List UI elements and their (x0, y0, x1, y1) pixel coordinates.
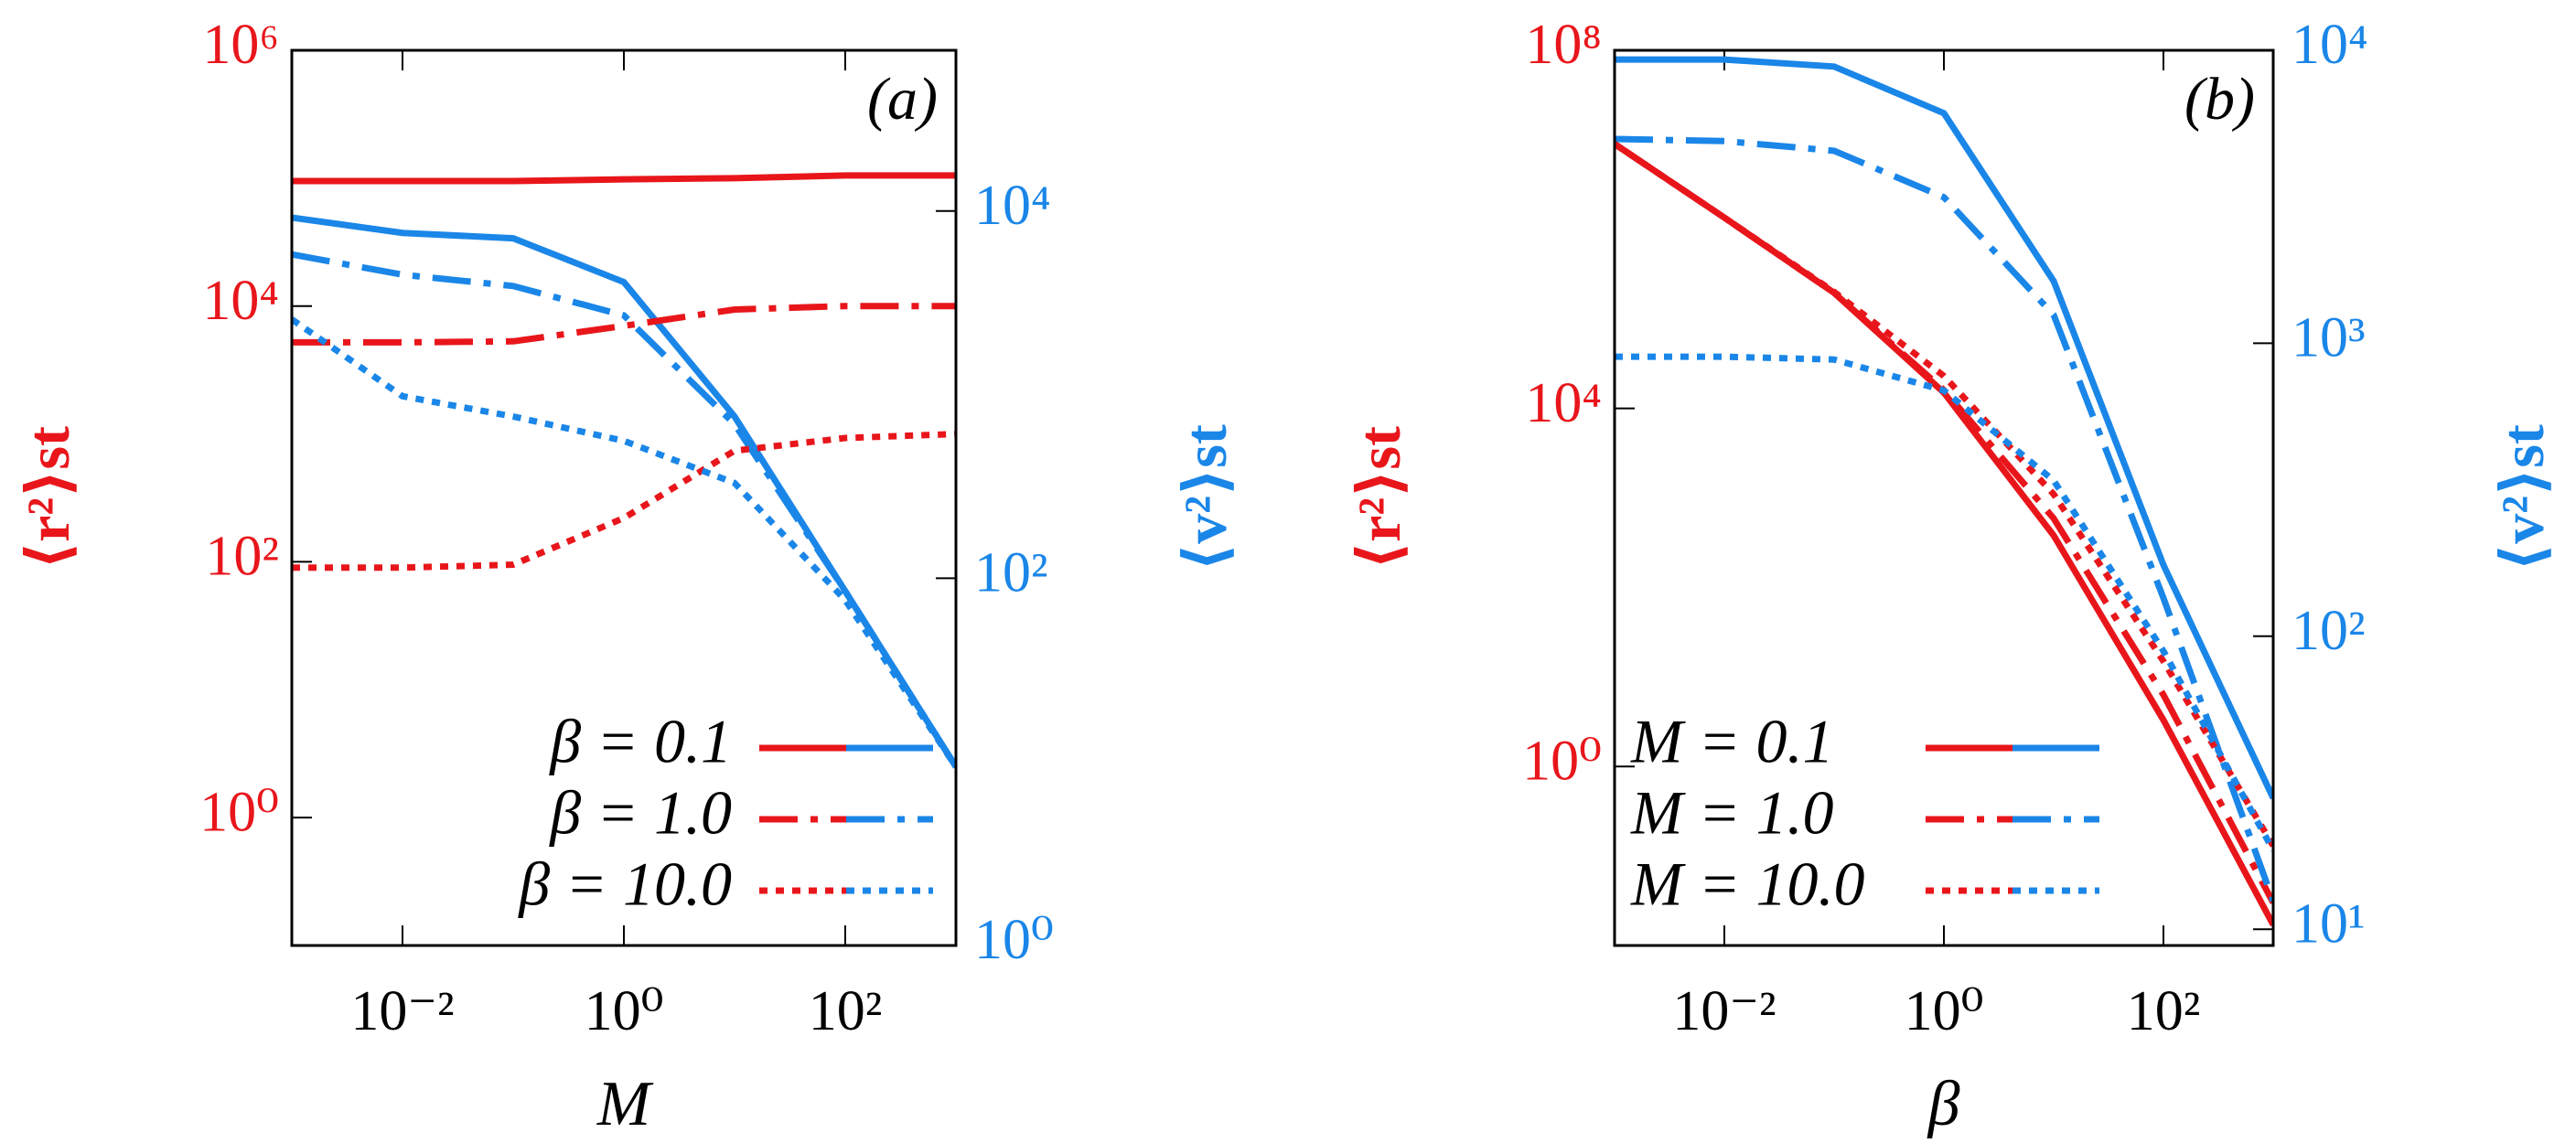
legend-label: M = 1.0 (1630, 778, 1834, 848)
y2-tick-label: 10⁰ (974, 909, 1054, 971)
y2-tick-label: 10⁴ (2292, 14, 2368, 76)
data-line (1615, 135, 2273, 903)
lines (292, 172, 956, 769)
y-axis-label: ⟨r²⟩st (16, 426, 82, 570)
x-axis-label: β (1927, 1069, 1960, 1139)
legend-label: M = 0.1 (1630, 707, 1834, 776)
data-line (1615, 141, 2273, 848)
x-tick-label: 10² (2127, 980, 2201, 1042)
y-tick-label: 10⁴ (202, 270, 279, 332)
x-axis-label: M (596, 1069, 654, 1139)
data-line (292, 214, 956, 769)
data-line (1615, 353, 2273, 852)
y-axis-label: ⟨r²⟩st (1347, 426, 1413, 570)
y2-tick-label: 10² (974, 542, 1048, 604)
y-tick-label: 10⁶ (202, 14, 279, 76)
legend-label: β = 0.1 (548, 707, 732, 776)
x-tick-label: 10⁰ (1905, 980, 1984, 1042)
x-tick-label: 10⁰ (585, 980, 664, 1042)
y-tick-label: 10⁴ (1525, 372, 1602, 434)
y2-tick-label: 10¹ (2292, 892, 2366, 955)
plot-frame (1613, 48, 2275, 947)
lines (1615, 56, 2273, 927)
y2-axis-label: ⟨v²⟩st (1173, 424, 1240, 572)
y-tick-label: 10² (205, 526, 279, 588)
x-tick-label: 10² (809, 980, 883, 1042)
y-tick-label: 10⁸ (1525, 14, 1602, 76)
y-tick-label: 10⁰ (199, 781, 279, 843)
legend-label: M = 10.0 (1630, 849, 1865, 919)
x-tick-label: 10⁻² (1672, 980, 1776, 1042)
legend-label: β = 1.0 (548, 778, 732, 848)
y2-tick-label: 10² (2292, 600, 2366, 662)
panel-label: (a) (867, 66, 938, 133)
y2-tick-label: 10³ (2292, 307, 2366, 369)
data-line (292, 251, 956, 769)
data-line (292, 316, 956, 769)
y2-tick-label: 10⁴ (974, 175, 1051, 237)
data-line (1615, 56, 2273, 800)
panel-label: (b) (2184, 66, 2255, 133)
y-tick-label: 10⁰ (1522, 730, 1602, 792)
data-line (292, 431, 956, 572)
legend-label: β = 10.0 (517, 849, 732, 919)
data-line (292, 172, 956, 185)
x-tick-label: 10⁻² (350, 980, 454, 1042)
y2-axis-label: ⟨v²⟩st (2490, 424, 2557, 572)
plot-frame (290, 48, 958, 947)
data-line (292, 303, 956, 346)
